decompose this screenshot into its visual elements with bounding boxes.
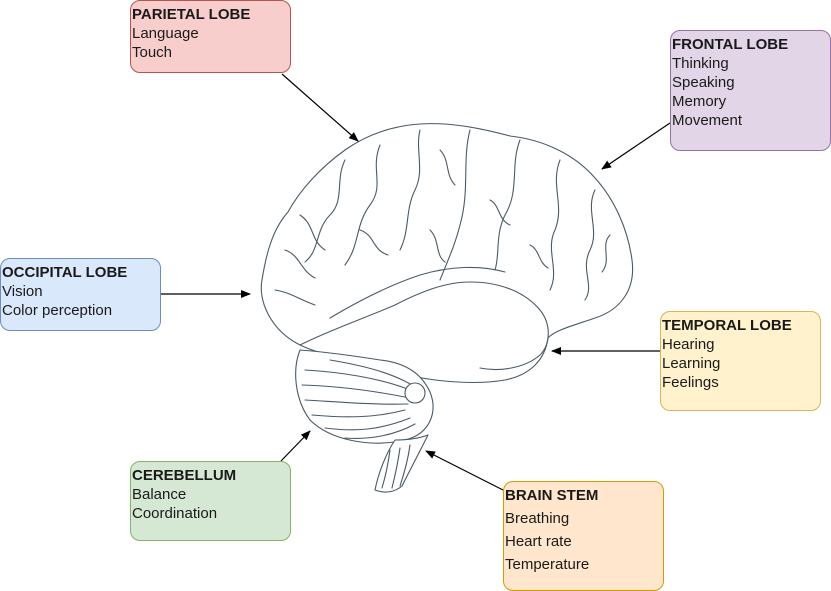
pons [404,382,426,404]
temporal-lobe-box: TEMPORAL LOBE Hearing Learning Feelings [660,311,821,411]
cerebellum-item: Coordination [132,505,218,522]
brain-illustration [260,123,634,493]
cerebellum-outline [295,349,434,444]
brainstem-outline [374,434,429,493]
arrow-frontal [601,122,671,170]
frontal-item: Memory [672,93,727,110]
frontal-item: Movement [672,112,743,129]
temporal-item: Learning [662,355,721,372]
parietal-item: Touch [132,44,173,61]
cerebellum-title: CEREBELLUM [132,467,237,484]
brainstem-item: Heart rate [505,533,572,550]
temporal-item: Hearing [662,336,715,353]
parietal-lobe-box: PARIETAL LOBE Language Touch [130,0,291,73]
brain-stem-box: BRAIN STEM Breathing Heart rate Temperat… [503,481,664,591]
cerebellum-item: Balance [132,486,187,503]
frontal-item: Speaking [672,74,735,91]
occipital-item: Vision [2,283,43,300]
frontal-item: Thinking [672,55,729,72]
occipital-lobe-title: OCCIPITAL LOBE [2,264,128,281]
brainstem-item: Temperature [505,556,590,573]
temporal-lobe-title: TEMPORAL LOBE [662,317,792,334]
arrow-cerebellum [280,430,311,462]
arrow-brainstem [425,450,504,491]
occipital-item: Color perception [2,302,113,319]
frontal-lobe-title: FRONTAL LOBE [672,36,789,53]
cerebellum-box: CEREBELLUM Balance Coordination [130,461,291,541]
brain-stem-title: BRAIN STEM [505,487,599,504]
frontal-lobe-box: FRONTAL LOBE Thinking Speaking Memory Mo… [670,30,831,151]
occipital-lobe-box: OCCIPITAL LOBE Vision Color perception [0,258,161,331]
arrow-parietal [281,73,359,142]
parietal-lobe-title: PARIETAL LOBE [132,6,251,23]
temporal-item: Feelings [662,374,719,391]
cerebrum-outline [260,123,634,383]
brainstem-item: Breathing [505,510,570,527]
parietal-item: Language [132,25,199,42]
temporal-fold [299,281,549,371]
